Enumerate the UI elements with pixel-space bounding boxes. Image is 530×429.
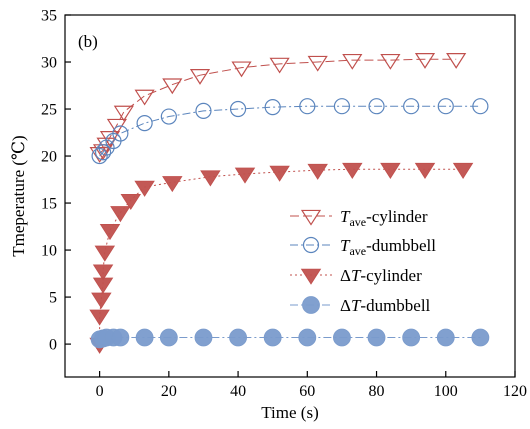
- data-point: [195, 102, 212, 120]
- legend-item: Tave-cylinder: [290, 207, 428, 229]
- x-tick-label: 100: [434, 383, 458, 400]
- data-point: [299, 98, 316, 115]
- data-point: [136, 115, 153, 132]
- series-line: [99, 168, 464, 345]
- x-tick-label: 60: [299, 383, 315, 400]
- data-point: [264, 99, 281, 116]
- x-tick-label: 20: [161, 383, 177, 400]
- data-point: [437, 98, 454, 115]
- data-point: [112, 125, 129, 142]
- data-point: [113, 105, 134, 122]
- data-point: [402, 328, 421, 347]
- series-Tave-cylinder: [89, 53, 467, 163]
- data-point: [342, 53, 363, 70]
- data-point: [368, 98, 385, 115]
- data-point: [162, 176, 183, 193]
- data-point: [436, 328, 455, 347]
- x-tick-label: 0: [96, 383, 104, 400]
- data-point: [135, 328, 154, 347]
- y-tick-label: 15: [41, 196, 57, 213]
- legend-item: Tave-dumbbell: [290, 236, 436, 258]
- data-point: [263, 328, 282, 347]
- data-point: [380, 53, 401, 70]
- data-point: [89, 309, 110, 326]
- y-tick-label: 10: [41, 243, 57, 260]
- data-point: [298, 328, 317, 347]
- legend-item: ΔT-dumbbell: [290, 296, 431, 315]
- series-line: [99, 105, 481, 157]
- data-point: [269, 165, 290, 182]
- data-point: [99, 224, 121, 241]
- y-axis: 0 5 10 15 20 25 30 35: [41, 8, 71, 354]
- series-ΔT-dumbbell: [90, 328, 490, 349]
- series-layer: [89, 53, 490, 354]
- legend-marker: [300, 209, 322, 226]
- y-tick-label: 30: [41, 55, 57, 72]
- data-point: [307, 55, 328, 72]
- data-point: [134, 89, 155, 106]
- legend-label: Tave-cylinder: [340, 207, 428, 229]
- x-tick-label: 80: [369, 383, 385, 400]
- data-point: [403, 98, 420, 115]
- data-point: [452, 162, 474, 179]
- data-point: [367, 328, 386, 347]
- y-axis-label: Tmeperature (℃): [9, 135, 28, 256]
- data-point: [162, 78, 183, 95]
- data-point: [229, 328, 247, 347]
- data-point: [269, 57, 290, 74]
- data-point: [307, 163, 328, 180]
- legend-item: ΔT-cylinder: [290, 266, 422, 285]
- y-tick-label: 0: [49, 337, 57, 354]
- y-tick-label: 25: [41, 102, 57, 119]
- data-point: [342, 162, 363, 179]
- x-axis-label: Time (s): [261, 403, 318, 422]
- data-point: [472, 98, 489, 115]
- y-tick-label: 35: [41, 8, 57, 25]
- data-point: [160, 108, 177, 125]
- data-point: [94, 144, 112, 161]
- series-Tave-dumbbell: [91, 98, 489, 165]
- legend-marker: [300, 268, 322, 285]
- data-point: [333, 98, 351, 115]
- data-point: [200, 170, 221, 187]
- data-point: [231, 61, 252, 78]
- series-ΔT-cylinder: [89, 162, 474, 354]
- legend-label: Tave-dumbbell: [340, 236, 436, 258]
- legend-marker: [302, 296, 320, 314]
- data-point: [446, 53, 467, 69]
- data-point: [159, 328, 178, 347]
- plot-frame: [64, 14, 516, 378]
- y-tick-label: 5: [49, 290, 57, 307]
- data-point: [94, 245, 116, 262]
- data-point: [333, 328, 351, 347]
- data-point: [414, 53, 436, 69]
- data-point: [414, 162, 436, 179]
- data-point: [194, 328, 213, 347]
- series-line: [99, 337, 481, 340]
- data-point: [110, 206, 131, 223]
- x-tick-label: 120: [503, 383, 527, 400]
- x-tick-label: 40: [230, 383, 246, 400]
- data-point: [134, 180, 155, 197]
- data-point: [111, 328, 130, 347]
- data-point: [234, 167, 256, 184]
- legend: Tave-cylinder Tave-dumbbell ΔT-cylinder ΔT-…: [290, 207, 436, 315]
- data-point: [92, 264, 114, 281]
- y-tick-label: 20: [41, 149, 57, 166]
- panel-label: (b): [78, 32, 98, 51]
- x-axis: 0 20 40 60 80 100 120: [96, 371, 527, 400]
- data-point: [471, 328, 490, 347]
- legend-label: ΔT-dumbbell: [340, 296, 431, 315]
- data-point: [189, 68, 211, 85]
- data-point: [91, 292, 112, 309]
- legend-label: ΔT-cylinder: [340, 266, 422, 285]
- data-point: [120, 193, 141, 211]
- data-point: [229, 100, 247, 118]
- data-point: [380, 162, 401, 179]
- legend-marker: [302, 236, 320, 254]
